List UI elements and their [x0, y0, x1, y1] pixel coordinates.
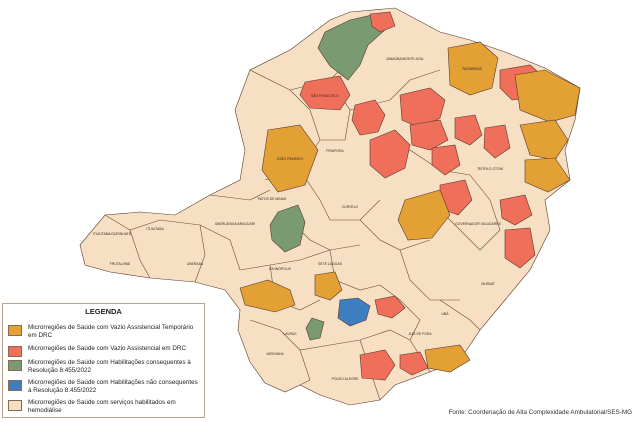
region-red-8 [483, 124, 511, 159]
region-red-10 [431, 144, 461, 176]
region-habilitacoes-nao-consequentes [337, 297, 371, 327]
region-red-2 [299, 75, 351, 111]
regions-vazio-temporario [239, 41, 581, 373]
region-orange-8 [314, 271, 343, 301]
region-green-west [269, 204, 306, 253]
legend-label: Microrregiões de Saúde com Habilitações … [28, 359, 191, 374]
region-red-1 [369, 11, 396, 33]
legend-item-habilitacoes-nao-consequentes: Microrregiões de Saúde com Habilitações … [8, 379, 200, 395]
region-red-14 [374, 295, 406, 319]
region-label: TEÓFILO OTONI [477, 166, 503, 171]
legend-swatch [8, 400, 22, 411]
region-label: POUSO ALEGRE [332, 377, 359, 381]
region-orange-4 [524, 157, 571, 193]
region-label: LAVRAS [283, 332, 297, 336]
region-label: MURIAÉ [481, 281, 495, 286]
region-red-13 [504, 227, 536, 269]
region-label: GOVERNADOR VALADARES [455, 222, 501, 226]
region-label: FRUTAL/IRAÍ [110, 262, 131, 266]
legend-box: LEGENDA Microrregiões de Saúde com Vazio… [2, 303, 205, 418]
region-red-5 [369, 129, 411, 179]
region-red-4 [399, 87, 446, 129]
region-label: UBERLÂNDIA/ARAGUARI [215, 222, 255, 226]
region-orange-3 [519, 119, 569, 161]
region-label: JUIZ DE FORA [408, 332, 432, 336]
legend-item-com-servicos: Microrregiões de Saúde com serviços habi… [8, 399, 200, 415]
region-red-6 [409, 119, 449, 151]
source-caption: Fonte: Coordenação de Alta Complexidade … [448, 409, 632, 416]
region-red-3 [351, 99, 386, 136]
legend-swatch [8, 346, 22, 357]
region-label: JOÃO PINHEIRO [277, 156, 304, 161]
region-label: CURVELO [342, 205, 359, 209]
legend-label: Microrregiões de Saúde com Vazio Assiste… [28, 345, 187, 352]
legend-swatch [8, 360, 22, 371]
legend-item-vazio-temporario: Microrregiões de Saúde com Vazio Assiste… [8, 324, 200, 340]
region-label: JANAÚBA/MONTE AZUL [386, 56, 424, 61]
region-orange-5 [261, 124, 319, 193]
legend-item-vazio-drc: Microrregiões de Saúde com Vazio Assiste… [8, 345, 200, 357]
legend-swatch [8, 380, 22, 391]
region-label: SETE LAGOAS [318, 262, 342, 266]
region-orange-6 [397, 189, 451, 241]
region-red-12 [499, 194, 533, 226]
region-red-16 [399, 351, 429, 376]
region-label: SÃO FRANCISCO [311, 93, 339, 98]
region-label: ITUIUTABA [146, 227, 164, 231]
legend-label: Microrregiões de Saúde com serviços habi… [28, 399, 176, 414]
regions-habilitacoes-consequentes [269, 14, 386, 341]
legend-label: Microrregiões de Saúde com Habilitações … [28, 379, 198, 394]
region-label: TAIOBEIRAS [462, 67, 483, 71]
region-label: PIRAPORA [326, 149, 344, 153]
region-red-7 [454, 114, 483, 146]
region-label: UBERABA [187, 262, 204, 266]
legend-item-habilitacoes-consequentes: Microrregiões de Saúde com Habilitações … [8, 359, 200, 375]
region-label: UBÁ [442, 312, 450, 316]
region-orange-9 [424, 344, 471, 373]
region-green-north [317, 14, 386, 81]
region-orange-7 [239, 279, 296, 313]
region-orange-2 [514, 69, 581, 123]
region-label: VARGINHA [266, 352, 284, 356]
legend-title: LEGENDA [85, 307, 122, 316]
region-labels: JANAÚBA/MONTE AZUL TAIOBEIRAS SÃO FRANCI… [93, 56, 503, 381]
region-label: PATOS DE MINAS [258, 197, 287, 201]
state-outline [79, 7, 581, 406]
region-label: DIVINÓPOLIS [269, 266, 291, 271]
region-red-15 [359, 349, 396, 381]
legend-label: Microrregiões de Saúde com Vazio Assiste… [28, 324, 194, 339]
region-orange-1 [447, 41, 499, 96]
region-label: ITUIUTABA/GURINHATÃ [93, 231, 132, 236]
legend-swatch [8, 325, 22, 336]
region-green-south [305, 317, 325, 341]
